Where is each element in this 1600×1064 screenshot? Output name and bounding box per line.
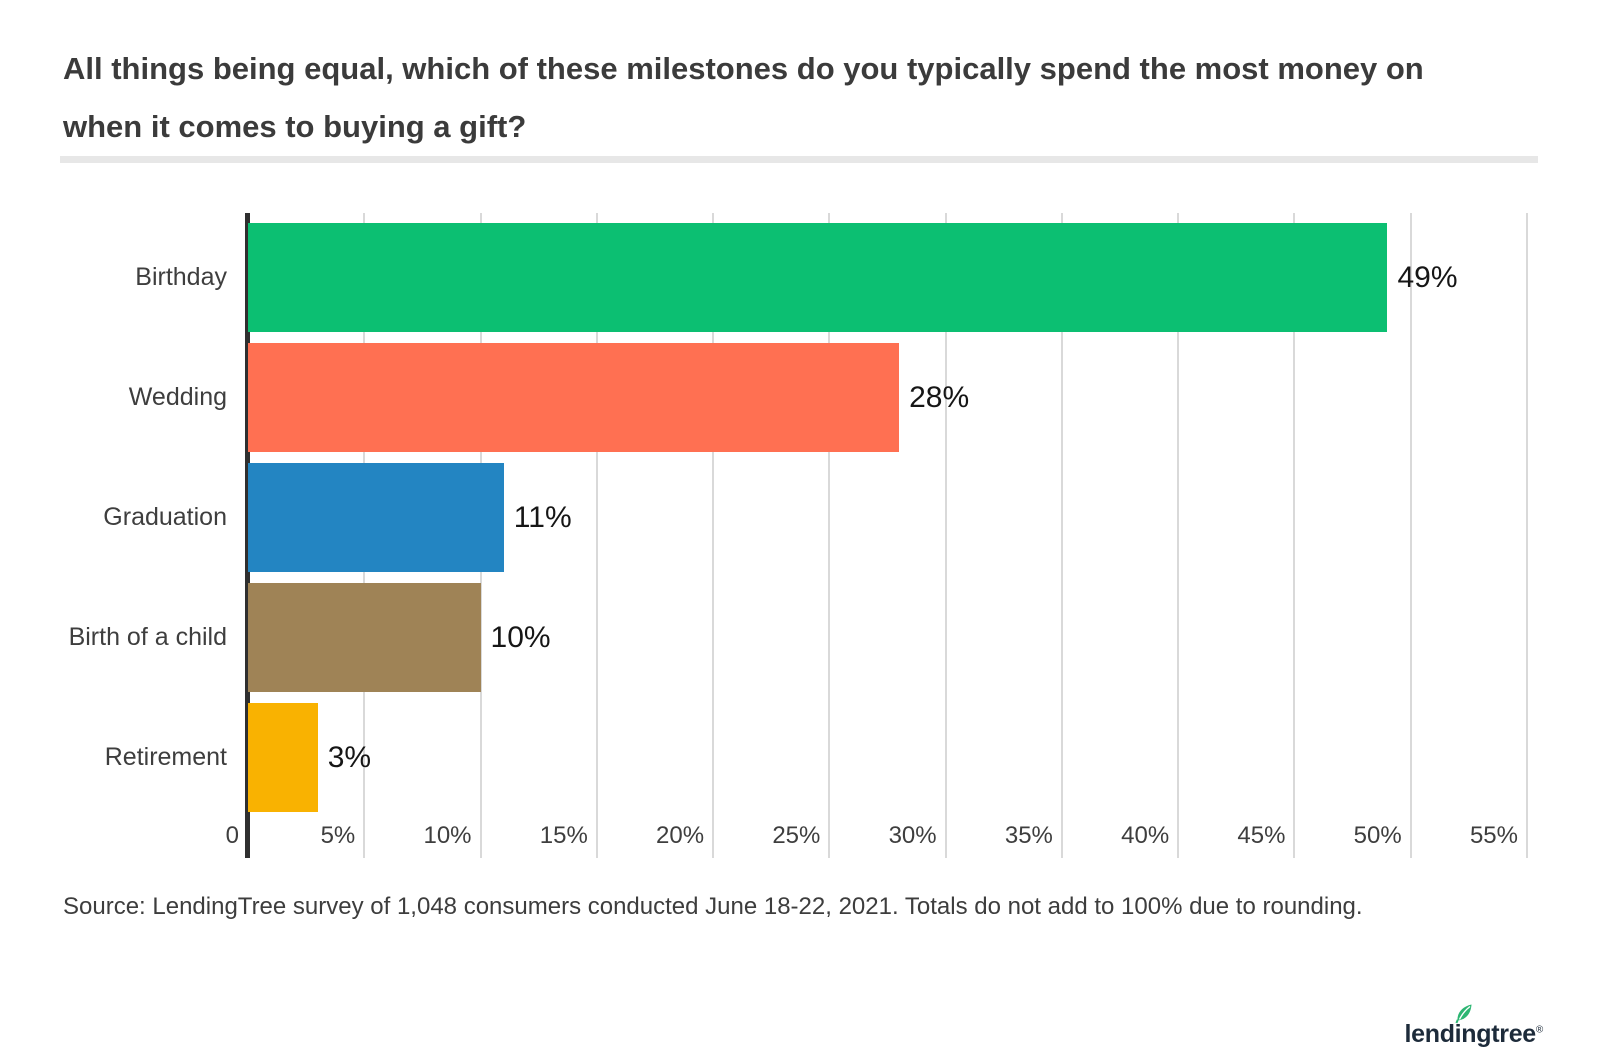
category-axis: Birthday Wedding Graduation Birth of a c… <box>0 213 248 858</box>
registered-mark: ® <box>1535 1024 1543 1036</box>
bar-row-graduation: 11% <box>248 463 1527 572</box>
category-label-birth-of-a-child: Birth of a child <box>68 623 227 651</box>
bars-container: 49% 28% 11% 10% 3% <box>248 213 1527 858</box>
bar-wedding <box>248 343 900 452</box>
logo-wordmark: lendingtree <box>1404 1020 1536 1048</box>
gridline <box>1526 213 1528 858</box>
gridline <box>712 213 715 858</box>
source-note: Source: LendingTree survey of 1,048 cons… <box>63 893 1363 920</box>
x-tick-label: 5% <box>320 822 356 849</box>
x-tick-label: 55% <box>1469 822 1518 849</box>
bar-chart: Birthday Wedding Graduation Birth of a c… <box>0 213 1600 858</box>
bar-row-birth-of-a-child: 10% <box>248 583 1527 692</box>
lendingtree-logo: lendingtree® <box>1404 1004 1543 1048</box>
x-tick-label: 50% <box>1353 822 1402 849</box>
category-label-retirement: Retirement <box>104 743 227 771</box>
bar-row-wedding: 28% <box>248 343 1527 452</box>
value-label-wedding: 28% <box>909 380 970 414</box>
gridline <box>1060 213 1063 858</box>
plot-area: 49% 28% 11% 10% 3% 0 5% 10% 15% 20% 25% 30% 35%… <box>226 213 1528 858</box>
value-label-birthday: 49% <box>1397 260 1458 294</box>
value-label-retirement: 3% <box>327 740 372 774</box>
leaf-icon <box>1455 1004 1472 1024</box>
gridline <box>595 213 598 858</box>
x-tick-label: 0 <box>225 822 239 849</box>
category-label-graduation: Graduation <box>103 503 227 531</box>
value-label-graduation: 11% <box>513 500 572 534</box>
gridline <box>828 213 831 858</box>
bar-row-birthday: 49% <box>248 223 1527 332</box>
x-tick-label: 10% <box>423 822 472 849</box>
gridline <box>1409 213 1412 858</box>
x-tick-label: 25% <box>772 822 821 849</box>
title-divider <box>60 156 1538 163</box>
category-label-wedding: Wedding <box>128 383 227 411</box>
gridline <box>944 213 947 858</box>
x-tick-label: 20% <box>656 822 705 849</box>
x-tick-label: 30% <box>888 822 937 849</box>
bar-retirement <box>248 703 318 812</box>
value-label-birth-of-a-child: 10% <box>490 620 551 654</box>
gridline <box>1293 213 1296 858</box>
bar-row-retirement: 3% <box>248 703 1527 812</box>
x-tick-label: 15% <box>539 822 588 849</box>
bar-graduation <box>248 463 504 572</box>
x-tick-label: 45% <box>1237 822 1286 849</box>
gridline <box>1177 213 1180 858</box>
bar-birth-of-a-child <box>248 583 481 692</box>
x-tick-label: 40% <box>1121 822 1170 849</box>
chart-title: All things being equal, which of these m… <box>63 51 1424 144</box>
category-label-birthday: Birthday <box>135 263 227 291</box>
y-axis-line <box>245 213 250 858</box>
x-tick-label: 35% <box>1004 822 1053 849</box>
bar-birthday <box>248 223 1388 332</box>
